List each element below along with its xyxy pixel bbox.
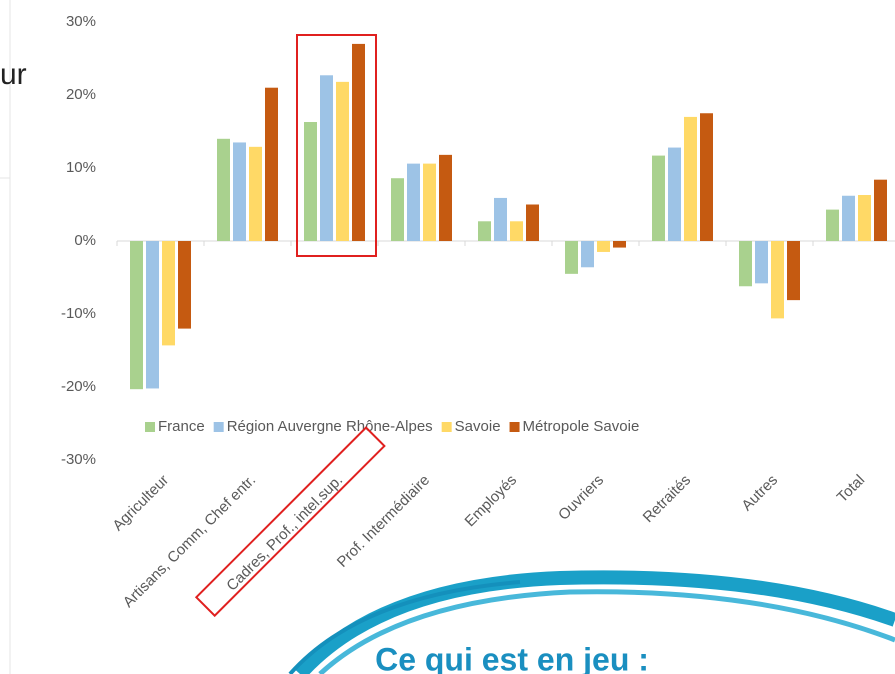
left-text-fragment: ur	[0, 58, 27, 91]
x-tick-label: Total	[834, 472, 868, 506]
bar	[684, 116, 697, 241]
bar	[320, 75, 333, 241]
bar	[668, 147, 681, 241]
brush-ring	[288, 570, 895, 674]
bar	[510, 221, 523, 241]
brush-stroke	[318, 589, 895, 674]
legend-swatch	[213, 422, 224, 432]
bar	[478, 221, 491, 241]
bar	[391, 178, 404, 241]
y-tick-label: -10%	[61, 305, 96, 322]
brush-stroke	[288, 580, 521, 674]
bar	[265, 87, 278, 241]
x-tick-label: Ouvriers	[555, 472, 607, 524]
bar	[304, 122, 317, 241]
legend-swatch	[145, 422, 155, 432]
brush-stroke	[294, 570, 895, 674]
bar	[130, 241, 143, 390]
y-tick-label: -20%	[61, 378, 96, 395]
y-tick-label: -30%	[61, 451, 96, 468]
bar	[787, 241, 800, 301]
bar	[858, 195, 871, 241]
highlight-box	[194, 426, 386, 618]
highlight-box	[296, 34, 377, 257]
bar	[874, 179, 887, 241]
y-tick-label: 10%	[66, 159, 96, 176]
legend-swatch	[509, 422, 520, 432]
bar	[842, 195, 855, 241]
legend-label: France	[158, 418, 205, 435]
plot: -30%-20%-10%0%10%20%30%AgriculteurArtisa…	[61, 13, 895, 611]
bar	[178, 241, 191, 329]
y-tick-label: 20%	[66, 86, 96, 103]
legend-label: Région Auvergne Rhône-Alpes	[227, 418, 433, 435]
bar	[826, 209, 839, 241]
bar	[352, 43, 365, 242]
bar	[439, 154, 452, 241]
x-tick-label: Retraités	[640, 472, 694, 526]
bar	[613, 241, 626, 248]
bar	[162, 241, 175, 346]
bar	[700, 113, 713, 241]
bar	[581, 241, 594, 268]
legend-swatch	[441, 422, 452, 432]
bar	[494, 197, 507, 241]
y-tick-label: 30%	[66, 13, 96, 30]
x-tick-label: Prof. Intermédiaire	[334, 472, 433, 571]
x-tick-label: Autres	[738, 472, 781, 515]
bar	[739, 241, 752, 287]
bar	[526, 204, 539, 241]
bar	[233, 142, 246, 241]
legend-label: Métropole Savoie	[523, 418, 640, 435]
y-tick-label: 0%	[74, 232, 96, 249]
bar	[652, 155, 665, 241]
legend-label: Savoie	[455, 418, 501, 435]
banner-text: Ce qui est en jeu :	[375, 641, 649, 674]
bar	[336, 81, 349, 241]
bar	[249, 146, 262, 241]
bar	[597, 241, 610, 252]
bar	[423, 163, 436, 241]
bar	[407, 163, 420, 241]
x-tick-label: Agriculteur	[109, 472, 172, 535]
x-tick-label: Employés	[462, 472, 521, 531]
bar	[217, 138, 230, 241]
bar	[771, 241, 784, 319]
bar	[146, 241, 159, 389]
bar	[755, 241, 768, 284]
bar	[565, 241, 578, 274]
